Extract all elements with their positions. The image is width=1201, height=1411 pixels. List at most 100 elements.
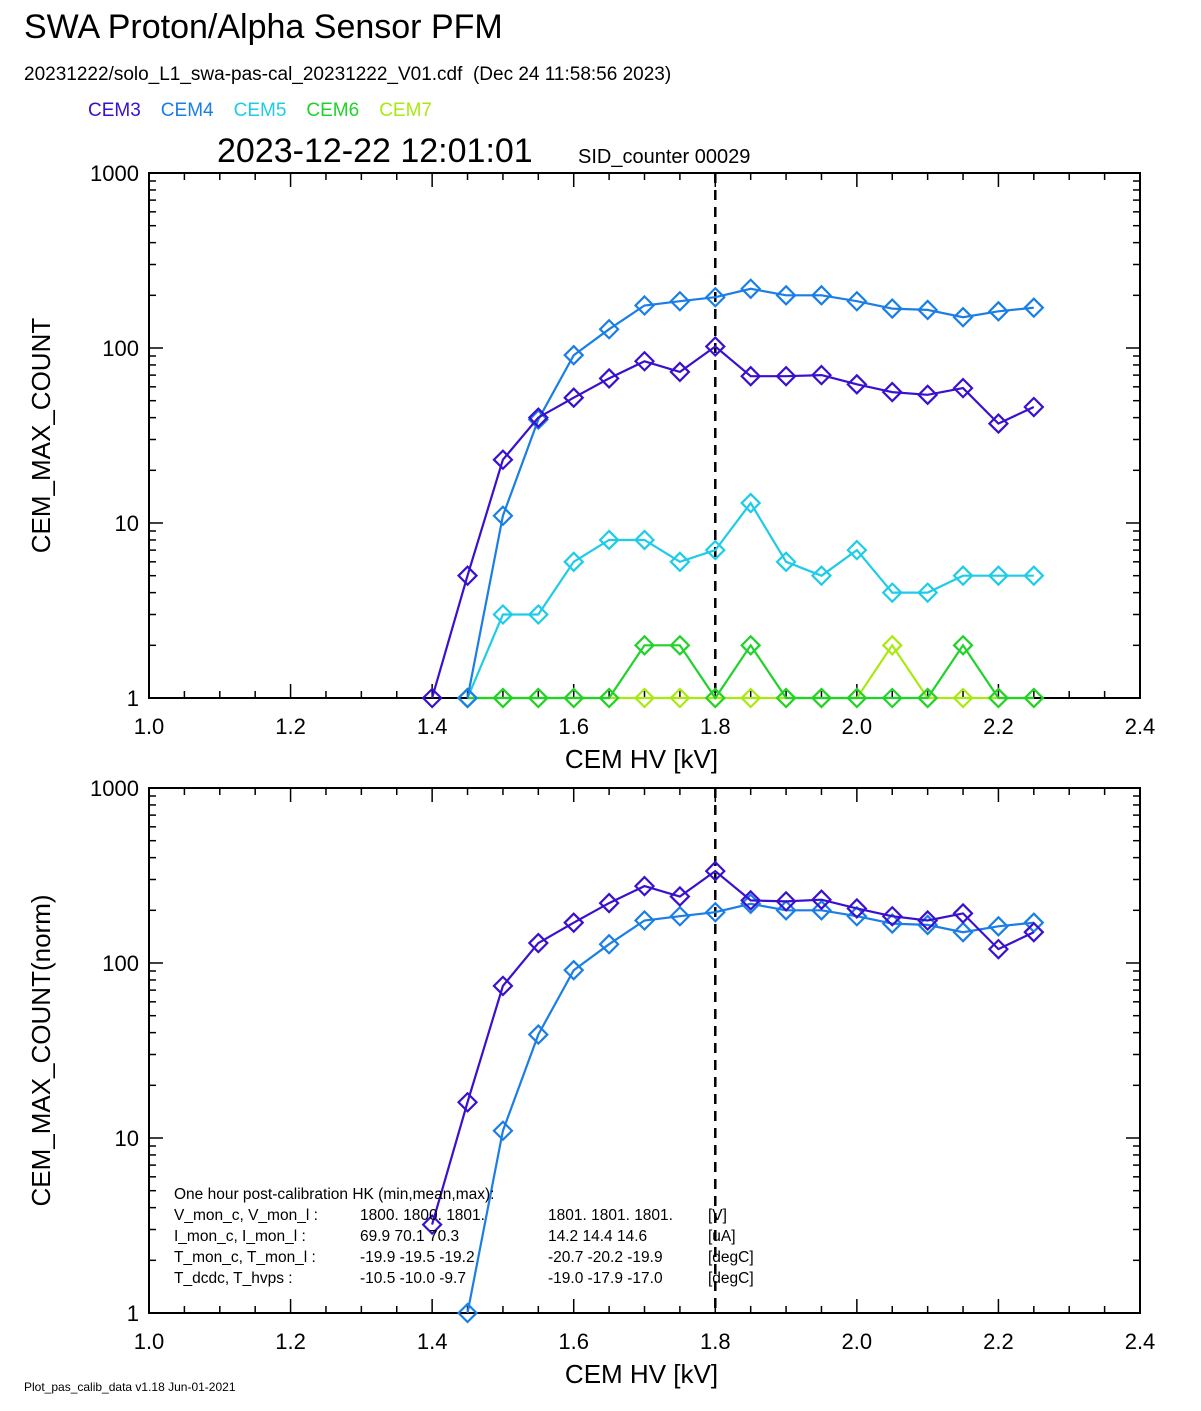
hk-row-unit: [degC]: [708, 1270, 754, 1287]
data-point: [527, 603, 549, 626]
hk-row-c-values: -19.9 -19.5 -19.2: [360, 1249, 475, 1266]
hk-row-label: I_mon_c, I_mon_l :: [174, 1228, 306, 1245]
data-point: [810, 889, 833, 911]
timestamp: 2023-12-22 12:01:01: [217, 132, 533, 170]
y-tick-label: 1: [127, 1301, 139, 1326]
sid-counter: SID_counter 00029: [578, 146, 751, 168]
data-point: [598, 529, 620, 551]
data-point: [1023, 912, 1045, 934]
data-point: [527, 407, 549, 429]
hk-row-unit: [degC]: [708, 1249, 754, 1266]
data-point: [669, 634, 691, 656]
data-point: [633, 529, 656, 551]
data-point: [987, 687, 1009, 709]
data-point: [492, 975, 514, 997]
data-point: [563, 687, 585, 709]
data-point: [775, 899, 797, 921]
data-point: [563, 959, 585, 981]
series-line: [466, 287, 1034, 699]
data-point: [810, 899, 833, 921]
data-point: [421, 1214, 443, 1236]
hk-row-c-values: -10.5 -10.0 -9.7: [360, 1270, 466, 1287]
hk-row-unit: [V]: [708, 1207, 727, 1224]
hk-row-l-values: 14.2 14.4 14.6: [548, 1228, 647, 1245]
y-tick-label: 1: [127, 686, 139, 711]
data-point: [881, 298, 903, 320]
hk-row-c-values: 1800. 1800. 1801.: [360, 1207, 485, 1224]
data-point: [492, 603, 514, 626]
series-cem4: [456, 278, 1045, 709]
data-point: [1023, 297, 1045, 319]
data-point: [704, 335, 726, 358]
data-point: [810, 284, 833, 306]
data-point: [952, 306, 974, 328]
data-point: [987, 915, 1009, 937]
data-point: [598, 318, 620, 340]
data-point: [563, 551, 585, 573]
data-point: [881, 905, 903, 927]
data-point: [669, 361, 691, 383]
footer-version: Plot_pas_calib_data v1.18 Jun-01-2021: [24, 1380, 236, 1394]
data-point: [633, 294, 656, 317]
data-point: [669, 290, 691, 312]
data-point: [917, 582, 939, 604]
hk-row-label: T_dcdc, T_hvps :: [174, 1270, 293, 1287]
data-point: [952, 565, 974, 587]
series-line: [466, 902, 1034, 1314]
data-point: [740, 889, 762, 911]
data-point: [492, 1120, 514, 1142]
data-point: [704, 901, 726, 923]
x-tick-label: 2.4: [1125, 1329, 1156, 1354]
series-line: [466, 501, 1034, 699]
data-point: [917, 909, 939, 932]
hk-annotation: One hour post-calibration HK (min,mean,m…: [174, 1186, 754, 1287]
data-point: [740, 365, 762, 387]
data-point: [563, 387, 585, 409]
data-point: [598, 687, 620, 709]
hk-row-unit: [uA]: [708, 1228, 736, 1245]
data-point: [775, 687, 797, 709]
data-point: [775, 890, 797, 912]
data-point: [810, 565, 833, 587]
data-point: [1023, 565, 1045, 587]
data-point: [987, 413, 1009, 435]
data-point: [563, 344, 585, 366]
x-tick-label: 1.2: [275, 714, 306, 739]
data-point: [704, 687, 726, 709]
data-point: [704, 860, 726, 882]
data-point: [456, 1091, 479, 1113]
data-point: [598, 933, 620, 955]
series-cem6: [456, 634, 1045, 709]
hk-row-l-values: 1801. 1801. 1801.: [548, 1207, 673, 1224]
y-tick-label: 100: [102, 336, 139, 361]
data-point: [669, 885, 691, 908]
hk-header: One hour post-calibration HK (min,mean,m…: [174, 1186, 494, 1203]
legend-cem4: CEM4: [160, 100, 214, 121]
data-point: [846, 687, 868, 709]
x-tick-label: 2.2: [983, 714, 1014, 739]
data-point: [1023, 921, 1045, 943]
data-point: [846, 539, 868, 561]
legend-cem7: CEM7: [379, 100, 432, 121]
y-tick-label: 10: [115, 1126, 139, 1151]
data-point: [881, 687, 903, 709]
legend: CEM3 CEM4 CEM5 CEM6 CEM7: [88, 100, 452, 122]
data-point: [740, 634, 762, 656]
x-tick-label: 1.8: [700, 714, 731, 739]
data-point: [775, 551, 797, 573]
data-point: [952, 377, 974, 399]
hk-row-l-values: -19.0 -17.9 -17.0: [548, 1270, 663, 1287]
series-cem5: [456, 492, 1045, 709]
hk-row-label: V_mon_c, V_mon_l :: [174, 1207, 318, 1224]
data-point: [704, 539, 726, 561]
data-point: [1023, 687, 1045, 709]
y-tick-label: 1000: [90, 161, 139, 186]
x-axis-title: CEM HV [kV]: [565, 1359, 718, 1389]
data-point: [527, 687, 549, 709]
panel-bottom: 1.0 1.2 1.4 1.6 1.8 2.0 2.2 2.4 1 10 100 1000 CEM HV…: [26, 776, 1155, 1389]
data-point: [669, 551, 691, 573]
x-tick-label: 1.0: [134, 1329, 165, 1354]
data-point: [527, 409, 549, 431]
y-tick-label: 100: [102, 951, 139, 976]
